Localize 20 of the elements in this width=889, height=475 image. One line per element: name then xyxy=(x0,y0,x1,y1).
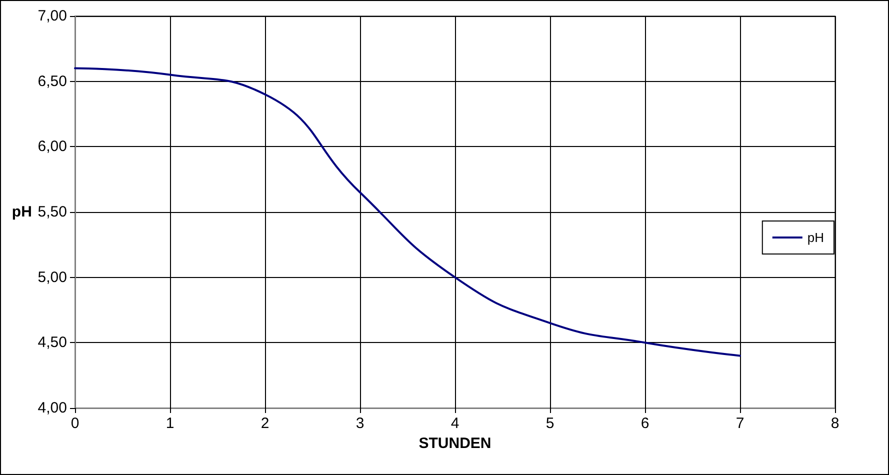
y-tick-label: 5,00 xyxy=(38,268,67,286)
y-tick-label: 6,00 xyxy=(38,138,67,156)
y-tick-label: 5,50 xyxy=(38,204,67,220)
x-tick-label: 1 xyxy=(166,415,174,432)
x-tick-label: 5 xyxy=(546,415,554,432)
x-tick-label: 7 xyxy=(736,415,744,432)
y-tick-label: 6,50 xyxy=(38,72,67,90)
x-tick-label: 8 xyxy=(830,415,840,432)
x-tick-label: 2 xyxy=(260,415,270,432)
y-tick-label: 7,00 xyxy=(38,8,67,24)
x-tick-label: 6 xyxy=(640,415,650,432)
line-series xyxy=(74,67,741,357)
x-tick-label: 4 xyxy=(450,415,460,432)
x-axis-title: STUNDEN xyxy=(418,434,492,452)
legend-label: pH xyxy=(807,230,824,245)
y-tick-label: 4,00 xyxy=(38,400,67,416)
x-tick-label: 3 xyxy=(356,415,364,432)
y-tick-label: 4,50 xyxy=(38,334,67,352)
x-tick-label: 0 xyxy=(70,415,80,432)
y-axis-title: pH xyxy=(12,204,32,220)
